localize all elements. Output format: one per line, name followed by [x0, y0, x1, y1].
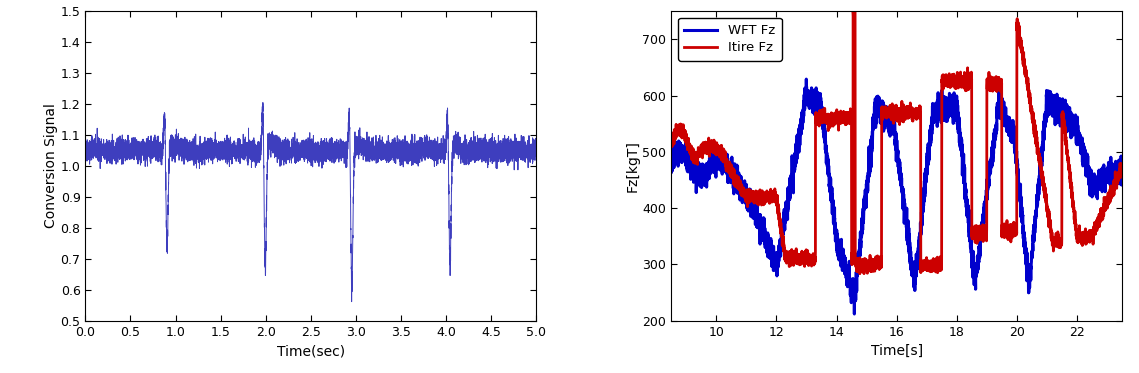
Y-axis label: Conversion Signal: Conversion Signal	[43, 104, 58, 228]
Itire Fz	[837, 113, 851, 117]
Y-axis label: Fz[kgT]: Fz[kgT]	[625, 140, 640, 192]
Itire Fz	[1035, 176, 1049, 181]
WFT Fz	[746, 211, 760, 216]
WFT Fz	[958, 188, 972, 193]
WFT Fz	[847, 312, 861, 316]
Itire Fz	[664, 140, 678, 145]
WFT Fz	[1001, 126, 1015, 130]
WFT Fz	[800, 77, 813, 81]
WFT Fz	[1035, 154, 1049, 158]
Itire Fz	[1001, 232, 1015, 236]
Itire Fz	[849, 4, 862, 8]
X-axis label: Time(sec): Time(sec)	[277, 344, 345, 358]
Line: WFT Fz: WFT Fz	[671, 79, 1122, 314]
Itire Fz	[746, 192, 760, 197]
Itire Fz	[853, 272, 867, 276]
WFT Fz	[664, 170, 678, 174]
WFT Fz	[935, 107, 949, 111]
Legend: WFT Fz, Itire Fz: WFT Fz, Itire Fz	[678, 18, 781, 61]
Itire Fz	[1115, 163, 1129, 168]
Line: Itire Fz: Itire Fz	[671, 6, 1122, 274]
X-axis label: Time[s]: Time[s]	[870, 344, 923, 358]
Itire Fz	[958, 76, 972, 80]
Itire Fz	[935, 81, 949, 85]
WFT Fz	[837, 257, 851, 261]
WFT Fz	[1115, 176, 1129, 181]
